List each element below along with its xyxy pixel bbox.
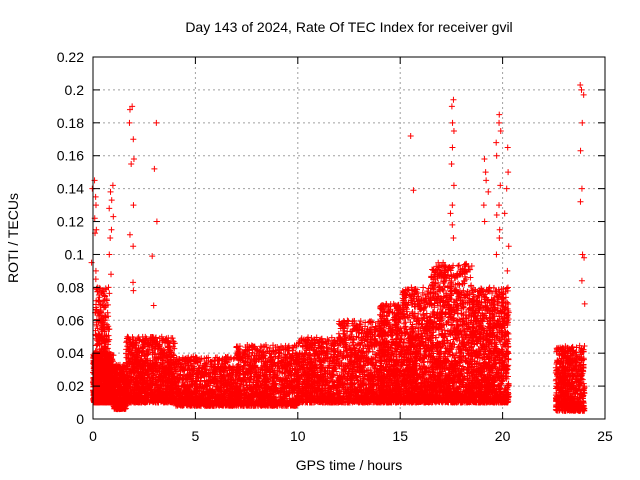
data-point xyxy=(97,381,104,388)
data-point xyxy=(101,373,108,380)
data-point xyxy=(94,395,101,402)
data-point xyxy=(98,388,105,395)
data-point xyxy=(97,391,104,398)
data-points xyxy=(88,81,588,414)
data-point xyxy=(105,378,112,385)
data-point xyxy=(105,394,112,401)
data-point xyxy=(108,369,115,376)
chart-title: Day 143 of 2024, Rate Of TEC Index for r… xyxy=(185,19,512,35)
data-point xyxy=(96,398,103,405)
data-point xyxy=(96,372,103,379)
data-point xyxy=(109,356,116,363)
data-point xyxy=(105,377,112,384)
data-point xyxy=(101,399,108,406)
data-point xyxy=(90,388,97,395)
data-point xyxy=(106,384,113,391)
data-point xyxy=(106,290,113,297)
